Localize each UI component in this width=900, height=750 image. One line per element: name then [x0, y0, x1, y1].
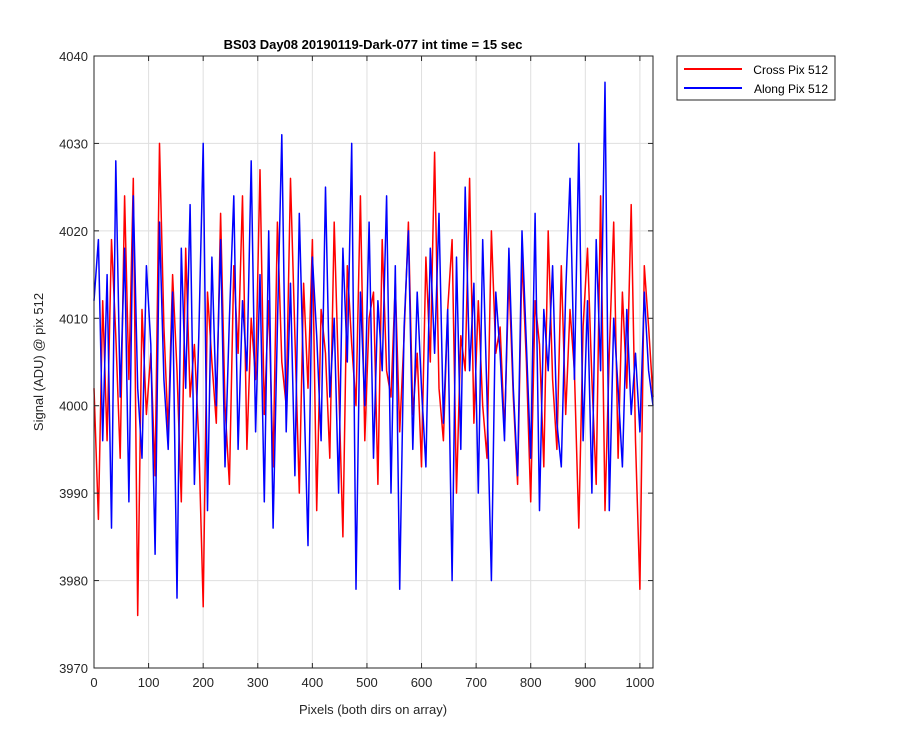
y-tick-labels: 3970 3980 3990 4000 4010 4020 4030 4040 [59, 49, 88, 676]
legend-box [676, 55, 836, 101]
y-tick-label: 3990 [59, 486, 88, 501]
legend-label-along: Along Pix 512 [754, 82, 828, 96]
x-tick-label: 300 [247, 675, 269, 690]
plot-frame [93, 55, 654, 669]
x-tick-label: 700 [465, 675, 487, 690]
chart-title: BS03 Day08 20190119-Dark-077 int time = … [224, 37, 523, 52]
x-axis-label: Pixels (both dirs on array) [299, 702, 447, 717]
x-tick-label: 200 [192, 675, 214, 690]
legend-label-cross: Cross Pix 512 [753, 63, 828, 77]
series-line-along [93, 81, 654, 599]
y-tick-label: 4030 [59, 136, 88, 151]
y-tick-label: 3970 [59, 661, 88, 676]
x-tick-label: 400 [302, 675, 324, 690]
x-tick-labels: 0 100 200 300 400 500 600 700 800 900 1000 [90, 675, 654, 690]
y-tick-label: 4010 [59, 311, 88, 326]
x-tick-label: 100 [138, 675, 160, 690]
plot-area [94, 56, 653, 668]
x-tick-label: 800 [520, 675, 542, 690]
x-tick-label: 900 [574, 675, 596, 690]
series-layer [93, 81, 654, 617]
y-tick-label: 4040 [59, 49, 88, 64]
x-tick-label: 500 [356, 675, 378, 690]
legend: Cross Pix 512 Along Pix 512 [676, 55, 836, 101]
tick-marks [93, 55, 653, 669]
y-tick-label: 4000 [59, 399, 88, 414]
x-tick-label: 0 [90, 675, 97, 690]
y-axis-label: Signal (ADU) @ pix 512 [31, 293, 46, 431]
y-tick-label: 4020 [59, 224, 88, 239]
y-tick-label: 3980 [59, 574, 88, 589]
x-tick-label: 1000 [625, 675, 654, 690]
x-tick-label: 600 [411, 675, 433, 690]
